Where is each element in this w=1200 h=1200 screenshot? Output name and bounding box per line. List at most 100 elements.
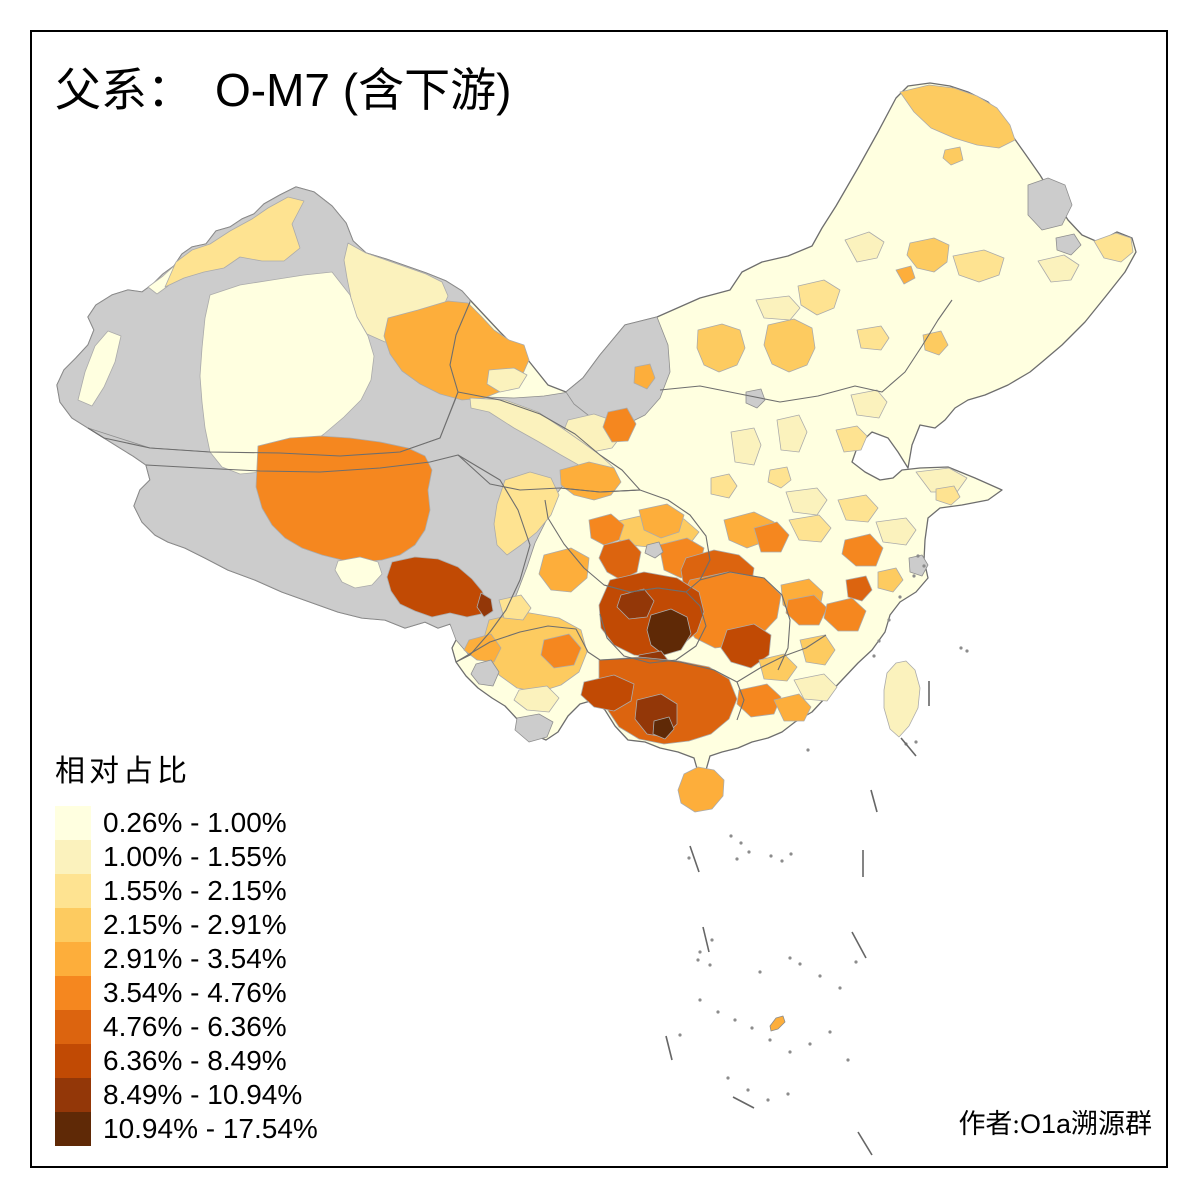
boundary-dash — [702, 926, 710, 953]
region-henan — [785, 487, 828, 516]
region-sichuan-e — [638, 503, 685, 539]
island-speck — [788, 956, 792, 960]
legend-label: 8.49% - 10.94% — [103, 1079, 303, 1110]
boundary-dash — [732, 1096, 755, 1109]
region-garze — [493, 471, 560, 556]
region-yunnan-gray-s — [514, 713, 554, 743]
island-speck — [750, 1026, 754, 1030]
legend-swatch — [55, 1078, 91, 1112]
region-lhasa — [334, 556, 383, 589]
region-shanghai-gray — [908, 554, 929, 577]
island-speck — [914, 740, 918, 744]
island-speck — [965, 649, 969, 653]
region-fujian-s — [799, 634, 836, 666]
island-speck — [786, 1092, 790, 1096]
region-guangdong-e — [793, 673, 838, 702]
island-speck — [698, 950, 702, 954]
region-taiwan — [883, 660, 921, 738]
region-im-light-b — [844, 231, 885, 263]
province-border — [87, 301, 471, 457]
boundary-dash — [851, 931, 867, 959]
island-speck — [838, 986, 842, 990]
region-yunnan-gray-w — [470, 659, 500, 687]
island-speck — [818, 974, 822, 978]
region-beijing — [835, 425, 868, 453]
region-chifeng — [797, 279, 841, 316]
legend-label: 1.55% - 2.15% — [103, 875, 287, 906]
legend-label: 1.00% - 1.55% — [103, 841, 287, 872]
region-shaoguan — [758, 653, 798, 682]
region-yunnan-s — [513, 685, 560, 713]
island-speck — [739, 841, 743, 845]
region-chengdu — [588, 513, 625, 546]
legend-label: 2.91% - 3.54% — [103, 943, 287, 974]
region-hainan — [677, 766, 725, 813]
plot-frame — [30, 30, 1168, 1168]
island-speck — [780, 859, 784, 863]
island-speck — [872, 654, 876, 658]
legend-swatch — [55, 942, 91, 976]
region-zhejiang-sw — [841, 533, 884, 567]
province-border — [736, 634, 827, 683]
island-speck — [788, 1050, 792, 1054]
legend-swatch — [55, 1044, 91, 1078]
region-hohhot — [763, 318, 816, 373]
island-speck — [747, 850, 751, 854]
region-hlj-east — [1037, 254, 1080, 283]
region-henan-n — [767, 466, 792, 489]
title-label-cn: 父系： — [55, 65, 193, 116]
island-speck — [735, 857, 739, 861]
legend-swatch — [55, 976, 91, 1010]
legend-swatch — [55, 840, 91, 874]
legend-swatch — [55, 1112, 91, 1146]
region-luoyang — [710, 473, 738, 499]
region-shandong-mid — [935, 485, 961, 506]
island-speck — [769, 854, 773, 858]
legend-swatch — [55, 908, 91, 942]
region-hebei — [850, 389, 888, 419]
legend-row: 3.54% - 4.76% — [55, 976, 318, 1010]
island-speck — [898, 595, 902, 599]
region-zhejiang-e — [877, 567, 904, 593]
region-kashgar-sw — [77, 330, 122, 407]
island-speck — [698, 998, 702, 1002]
region-fujian-nw — [823, 597, 867, 632]
region-yichang — [753, 521, 790, 553]
legend-swatch — [55, 874, 91, 908]
province-border — [457, 391, 641, 493]
region-tacheng — [164, 196, 305, 288]
island-speck — [710, 938, 714, 942]
region-nyingchi — [386, 556, 489, 618]
region-ne-gray-a — [1027, 177, 1073, 231]
legend-label: 4.76% - 6.36% — [103, 1011, 287, 1042]
page-title: 父系： O-M7 (含下游) — [55, 54, 511, 120]
island-speck — [733, 1018, 737, 1022]
island-speck — [916, 554, 920, 558]
island-orange — [769, 1015, 786, 1032]
region-hetao — [696, 323, 746, 373]
island-speck — [798, 962, 802, 966]
island-speck — [758, 970, 762, 974]
region-wuhai — [633, 363, 656, 390]
region-liaoning-patch — [856, 325, 890, 351]
region-ne-orange — [895, 265, 916, 285]
province-border — [145, 454, 531, 663]
island-speck — [726, 1076, 730, 1080]
island-speck — [808, 1042, 812, 1046]
legend-label: 10.94% - 17.54% — [103, 1113, 318, 1144]
region-urumqi — [486, 367, 528, 393]
region-dali — [498, 594, 532, 621]
region-tarim-basin — [199, 271, 375, 475]
legend-row: 6.36% - 8.49% — [55, 1044, 318, 1078]
attribution-group-cn: 溯源群 — [1071, 1109, 1152, 1139]
legend: 相对占比 0.26% - 1.00% 1.00% - 1.55% 1.55% - 2… — [55, 746, 318, 1146]
region-jiangsu — [875, 517, 917, 546]
province-border — [599, 584, 707, 664]
region-heihe-top — [899, 84, 1016, 149]
legend-row: 8.49% - 10.94% — [55, 1078, 318, 1112]
boundary-dash — [857, 1131, 873, 1156]
island-speck — [887, 618, 891, 622]
region-hubei-gray — [644, 541, 664, 559]
island-speck — [912, 574, 916, 578]
